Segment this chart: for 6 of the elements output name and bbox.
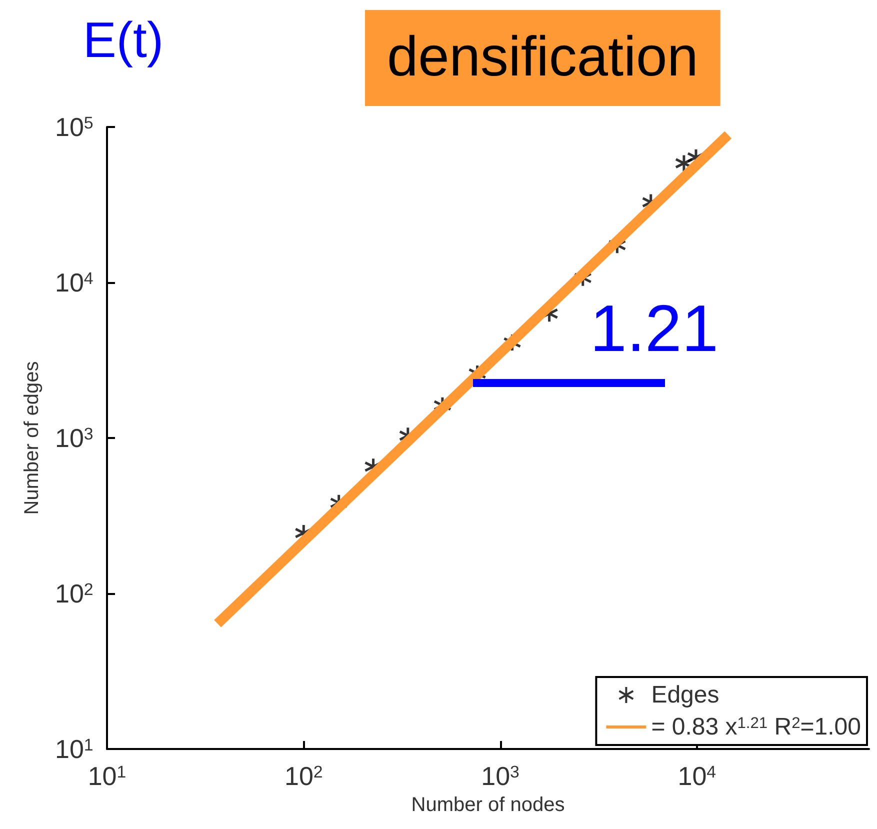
x-axis-title: Number of nodes — [411, 794, 565, 816]
annotation: 1.21 — [590, 291, 718, 365]
chart-title: E(t) — [83, 12, 164, 68]
y-axis-title: Number of edges — [21, 361, 43, 515]
legend-label: Edges — [651, 682, 720, 708]
chart-subtitle: densification — [387, 24, 698, 88]
